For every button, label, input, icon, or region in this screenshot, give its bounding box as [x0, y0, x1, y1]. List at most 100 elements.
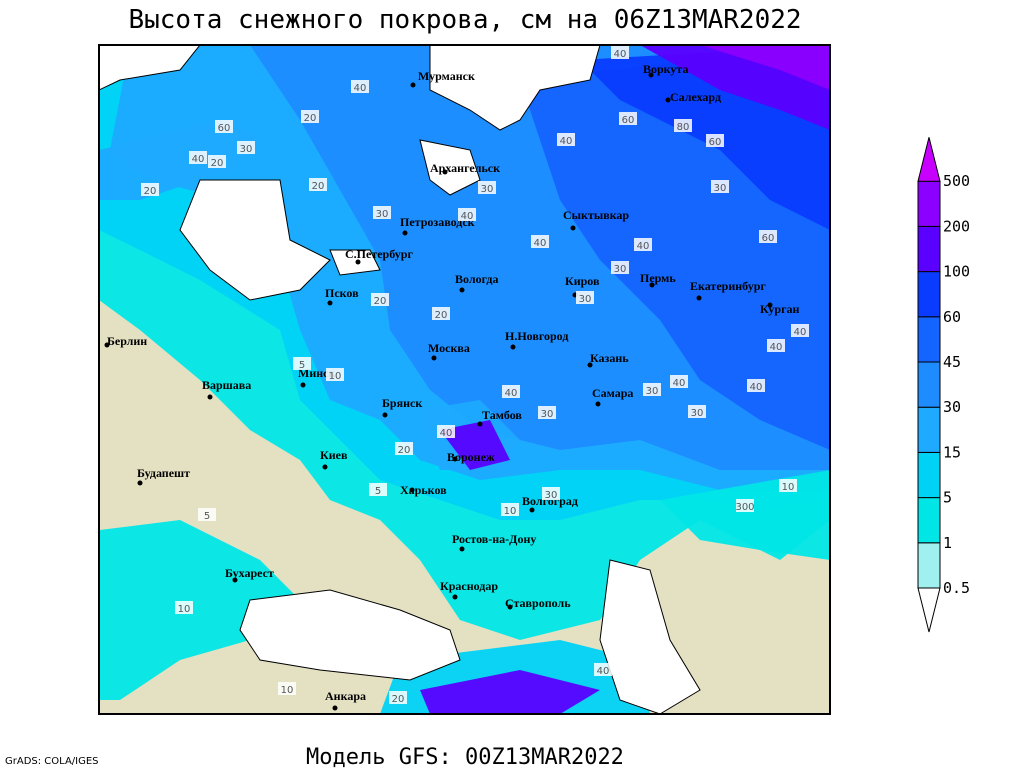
- contour-label-box: [371, 293, 389, 306]
- contour-label: 40: [461, 211, 474, 222]
- contour-label: 40: [597, 666, 610, 677]
- contour-label: 30: [646, 386, 659, 397]
- contour-label: 60: [622, 115, 635, 126]
- city-dot: [510, 344, 516, 350]
- contour-label-box: [432, 307, 450, 320]
- colorbar-label: 200: [943, 217, 970, 235]
- contour-label: 20: [144, 186, 157, 197]
- city-label: Н.Новгород: [505, 329, 568, 343]
- city-dot: [442, 169, 448, 175]
- contour-label: 40: [614, 49, 627, 60]
- water: [429, 45, 601, 131]
- colorbar-segment: [917, 225, 941, 273]
- snow-area: [660, 470, 830, 560]
- city-label: Будапешт: [137, 466, 190, 480]
- contour-label: 40: [673, 378, 686, 389]
- contour-label: 30: [481, 184, 494, 195]
- colorbar-label: 60: [943, 308, 961, 326]
- contour-label-box: [369, 483, 387, 496]
- snow-area: [100, 120, 260, 200]
- contour-label: 20: [312, 181, 325, 192]
- colorbar-label: 5: [943, 489, 952, 507]
- contour-label: 30: [541, 409, 554, 420]
- city-label: Воронеж: [447, 450, 495, 464]
- city-label: Тамбов: [482, 408, 522, 422]
- city-label: Анкара: [325, 689, 366, 703]
- city-label: Курган: [760, 302, 800, 316]
- contour-label: 20: [374, 296, 387, 307]
- water: [239, 589, 461, 681]
- water: [599, 559, 701, 714]
- city-label: Сыктывкар: [563, 208, 629, 222]
- contour-label-box: [634, 238, 652, 251]
- contour-label: 30: [579, 294, 592, 305]
- contour-label: 20: [211, 158, 224, 169]
- contour-label: 80: [677, 122, 690, 133]
- contour-label-box: [395, 442, 413, 455]
- city-dot: [570, 225, 576, 231]
- contour-label: 40: [794, 327, 807, 338]
- colorbar-segment: [917, 137, 941, 182]
- city-dot: [529, 507, 535, 513]
- contour-label-box: [611, 46, 629, 59]
- contour-label-box: [198, 508, 216, 521]
- water: [99, 45, 201, 91]
- contour-label: 5: [299, 360, 305, 371]
- city-dot: [207, 394, 213, 400]
- city-dot: [104, 342, 110, 348]
- city-dot: [452, 594, 458, 600]
- city-dot: [300, 382, 306, 388]
- contour-label: 20: [304, 113, 317, 124]
- contour-label: 60: [218, 123, 231, 134]
- snow-area: [420, 670, 600, 714]
- contour-label-box: [208, 155, 226, 168]
- contour-label: 40: [354, 83, 367, 94]
- contour-label: 30: [714, 183, 727, 194]
- contour-label-box: [175, 601, 193, 614]
- city-dot: [696, 295, 702, 301]
- contour-label: 5: [204, 511, 210, 522]
- city-dot: [431, 355, 437, 361]
- contour-label: 40: [750, 382, 763, 393]
- title: Высота снежного покрова, см на 06Z13MAR2…: [128, 5, 801, 35]
- city-dot: [459, 546, 465, 552]
- colorbar-label: 30: [943, 398, 961, 416]
- map: Мурманск Воркута Салехард Архангельск Сыктыв…: [99, 45, 830, 714]
- contour-label: 10: [281, 685, 294, 696]
- footer: Модель GFS: 00Z13MAR2022: [306, 745, 624, 768]
- contour-label: 20: [398, 445, 411, 456]
- colorbar-label: 500: [943, 172, 970, 190]
- colorbar-label: 100: [943, 263, 970, 281]
- city-label: Берлин: [107, 334, 147, 348]
- city-label: Киров: [565, 274, 600, 288]
- contour-label-box: [674, 119, 692, 132]
- contour-label-box: [478, 181, 496, 194]
- contour-label-box: [502, 385, 520, 398]
- city-dot: [355, 259, 361, 265]
- contour-label-box: [747, 379, 765, 392]
- contour-label: 40: [505, 388, 518, 399]
- city-dot: [402, 230, 408, 236]
- contour-label-box: [594, 663, 612, 676]
- contour-label-box: [619, 112, 637, 125]
- city-dot: [649, 282, 655, 288]
- contour-label: 30: [545, 490, 558, 501]
- contour-label-box: [278, 682, 296, 695]
- contour-label-box: [351, 80, 369, 93]
- contour-label-box: [538, 406, 556, 419]
- contour-label: 30: [691, 408, 704, 419]
- contour-label-box: [643, 383, 661, 396]
- contour-label-box: [670, 375, 688, 388]
- contour-label-box: [767, 339, 785, 352]
- contour-label-box: [736, 499, 754, 512]
- contour-label: 20: [435, 310, 448, 321]
- contour-label-box: [779, 479, 797, 492]
- city-dot: [327, 300, 333, 306]
- contour-label-box: [688, 405, 706, 418]
- contour-label: 20: [392, 694, 405, 705]
- city-dot: [322, 464, 328, 470]
- colorbar-label: 1: [943, 534, 952, 552]
- colorbar-label: 15: [943, 443, 961, 461]
- water: [419, 139, 481, 196]
- city-label: Самара: [592, 386, 633, 400]
